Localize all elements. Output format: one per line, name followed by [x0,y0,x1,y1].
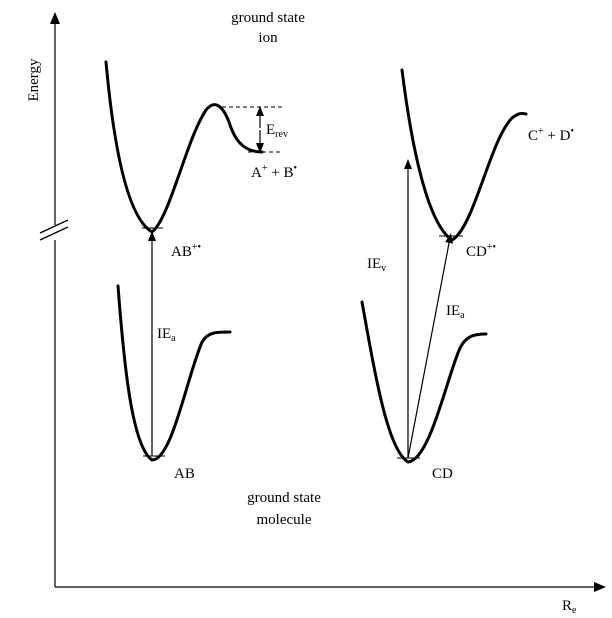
x-axis-label: Re [562,598,577,616]
ab-system [104,60,284,462]
cd-label: CD [432,466,453,482]
caption-top-line1: ground state [231,10,305,26]
cd-system [360,68,528,464]
a-plus-b-label: A+ + B• [251,163,297,181]
ie-a-right-arrow [407,233,453,459]
caption-top-line2: ion [258,30,278,46]
axis-break-mark-2 [39,226,69,241]
cd-ion-label: CD+• [466,242,496,260]
ab-label: AB [174,466,195,482]
c-plus-d-label: C+ + D• [528,126,574,144]
ab-ion-curve [104,60,264,234]
cd-ion-curve [400,68,528,242]
ab-molecule-curve [116,284,232,462]
ie-a-right-label: IEa [446,303,465,321]
ie-v-label: IEv [367,256,386,274]
caption-bottom-line2: molecule [257,512,312,528]
axes [39,12,606,592]
e-rev-label: Erev [266,122,288,140]
ie-a-left-label: IEa [157,326,176,344]
y-axis-label: Energy [26,58,42,102]
y-axis-arrowhead [50,12,60,24]
caption-bottom-line1: ground state [247,490,321,506]
x-axis-arrowhead [594,582,606,592]
axis-break-mark-1 [39,219,69,234]
cd-molecule-curve [360,300,488,464]
ab-ion-label: AB+• [171,242,201,260]
